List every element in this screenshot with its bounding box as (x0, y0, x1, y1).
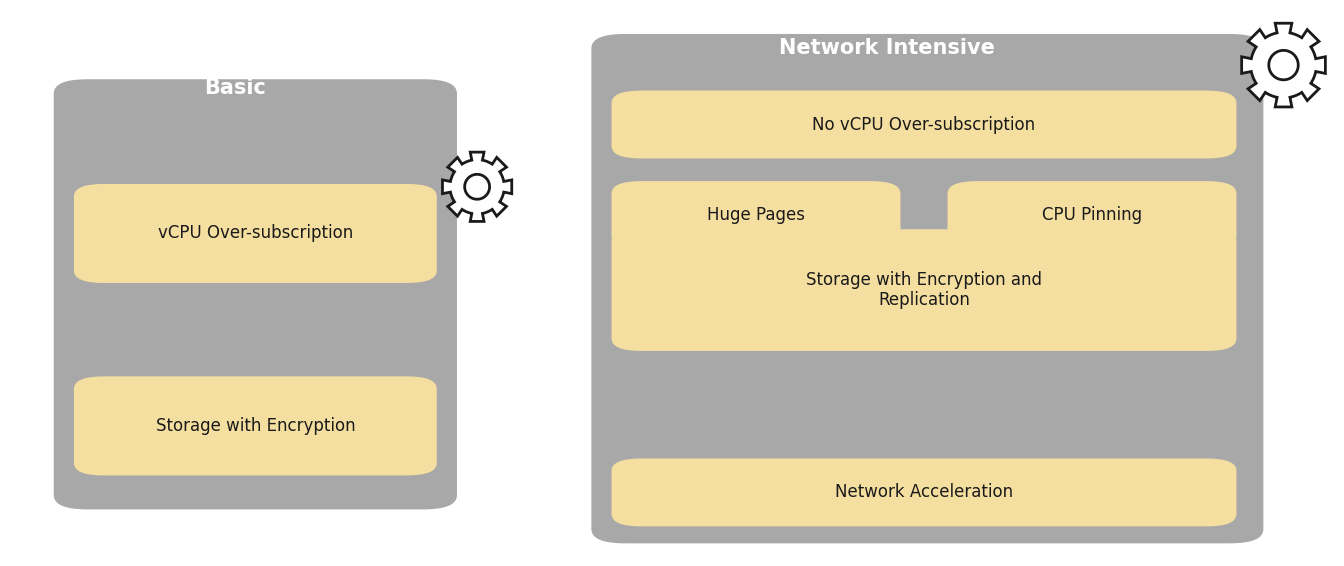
FancyBboxPatch shape (612, 91, 1236, 158)
FancyBboxPatch shape (612, 181, 900, 249)
Text: No vCPU Over-subscription: No vCPU Over-subscription (812, 115, 1036, 134)
Polygon shape (1269, 50, 1298, 80)
Text: Huge Pages: Huge Pages (707, 206, 805, 224)
Text: Network Acceleration: Network Acceleration (835, 483, 1013, 501)
Polygon shape (442, 152, 512, 221)
Text: Basic: Basic (204, 78, 266, 98)
Polygon shape (1242, 23, 1325, 107)
Text: Storage with Encryption: Storage with Encryption (156, 417, 355, 435)
Polygon shape (465, 174, 489, 199)
Text: Storage with Encryption and
Replication: Storage with Encryption and Replication (806, 271, 1042, 310)
Text: Network Intensive: Network Intensive (780, 38, 995, 58)
FancyBboxPatch shape (54, 79, 457, 509)
FancyBboxPatch shape (948, 181, 1236, 249)
Text: CPU Pinning: CPU Pinning (1042, 206, 1142, 224)
FancyBboxPatch shape (612, 229, 1236, 351)
FancyBboxPatch shape (612, 458, 1236, 526)
FancyBboxPatch shape (74, 376, 437, 475)
Text: vCPU Over-subscription: vCPU Over-subscription (157, 225, 353, 242)
FancyBboxPatch shape (591, 34, 1263, 543)
FancyBboxPatch shape (74, 184, 437, 283)
